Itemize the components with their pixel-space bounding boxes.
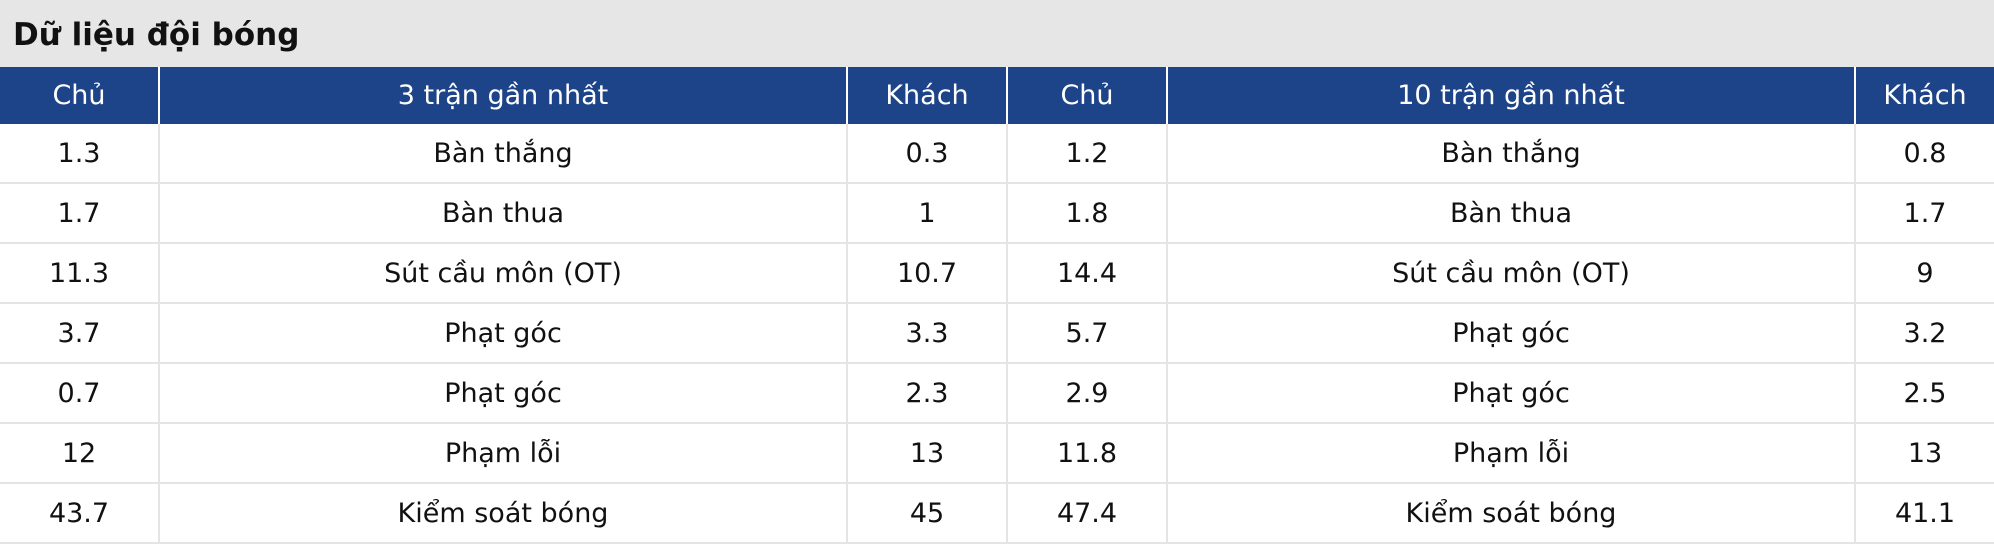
stat-label: Sút cầu môn (OT) [1166,243,1855,304]
stat-label: Phạm lỗi [1166,423,1855,484]
stat-value: 9 [1854,243,1994,304]
table-row: 11.3 Sút cầu môn (OT) 10.7 14.4 Sút cầu môn … [0,243,1994,304]
table-row: 0.7 Phạt góc 2.3 2.9 Phạt góc 2.5 [0,363,1994,424]
stat-label: Bàn thua [1166,183,1855,244]
stat-label: Bàn thắng [1166,124,1855,184]
header-row: Chủ 3 trận gần nhất Khách Chủ 10 trận gần nh… [0,67,1994,124]
stat-label: Phạm lỗi [158,423,847,484]
stat-value: 1.7 [0,183,159,244]
team-stats-table: Chủ 3 trận gần nhất Khách Chủ 10 trận gần nh… [0,67,1994,544]
stat-value: 2.9 [1006,363,1167,424]
stat-value: 1.7 [1854,183,1994,244]
section-title: Dữ liệu đội bóng [0,0,1994,67]
stat-value: 1.3 [0,124,159,184]
header-cell: Chủ [1006,67,1167,124]
table-body: 1.3 Bàn thắng 0.3 1.2 Bàn thắng 0.8 1.7 Bàn thu… [0,124,1994,544]
stat-value: 1.8 [1006,183,1167,244]
stat-value: 0.8 [1854,124,1994,184]
table-row: 43.7 Kiểm soát bóng 45 47.4 Kiểm soát bóng 41… [0,483,1994,544]
stat-label: Phạt góc [1166,363,1855,424]
table-row: 1.3 Bàn thắng 0.3 1.2 Bàn thắng 0.8 [0,124,1994,184]
stat-value: 43.7 [0,483,159,544]
stat-value: 3.7 [0,303,159,364]
stat-label: Kiểm soát bóng [1166,483,1855,544]
header-cell: Chủ [0,67,159,124]
stat-value: 5.7 [1006,303,1167,364]
stat-value: 13 [1854,423,1994,484]
stat-value: 11.3 [0,243,159,304]
stat-value: 0.7 [0,363,159,424]
stat-label: Phạt góc [158,303,847,364]
stat-value: 11.8 [1006,423,1167,484]
stat-value: 1 [846,183,1007,244]
stat-value: 1.2 [1006,124,1167,184]
stat-label: Phạt góc [158,363,847,424]
table-row: 12 Phạm lỗi 13 11.8 Phạm lỗi 13 [0,423,1994,484]
stat-label: Sút cầu môn (OT) [158,243,847,304]
stat-label: Phạt góc [1166,303,1855,364]
header-cell: Khách [846,67,1007,124]
table-row: 3.7 Phạt góc 3.3 5.7 Phạt góc 3.2 [0,303,1994,364]
stat-label: Bàn thua [158,183,847,244]
stat-label: Bàn thắng [158,124,847,184]
stat-value: 13 [846,423,1007,484]
stat-value: 45 [846,483,1007,544]
stat-label: Kiểm soát bóng [158,483,847,544]
table-row: 1.7 Bàn thua 1 1.8 Bàn thua 1.7 [0,183,1994,244]
stat-value: 2.3 [846,363,1007,424]
stat-value: 12 [0,423,159,484]
header-cell: Khách [1854,67,1994,124]
stat-value: 41.1 [1854,483,1994,544]
header-cell: 3 trận gần nhất [158,67,847,124]
stat-value: 14.4 [1006,243,1167,304]
stat-value: 2.5 [1854,363,1994,424]
stat-value: 0.3 [846,124,1007,184]
stat-value: 47.4 [1006,483,1167,544]
stat-value: 3.3 [846,303,1007,364]
stat-value: 3.2 [1854,303,1994,364]
header-cell: 10 trận gần nhất [1166,67,1855,124]
stat-value: 10.7 [846,243,1007,304]
